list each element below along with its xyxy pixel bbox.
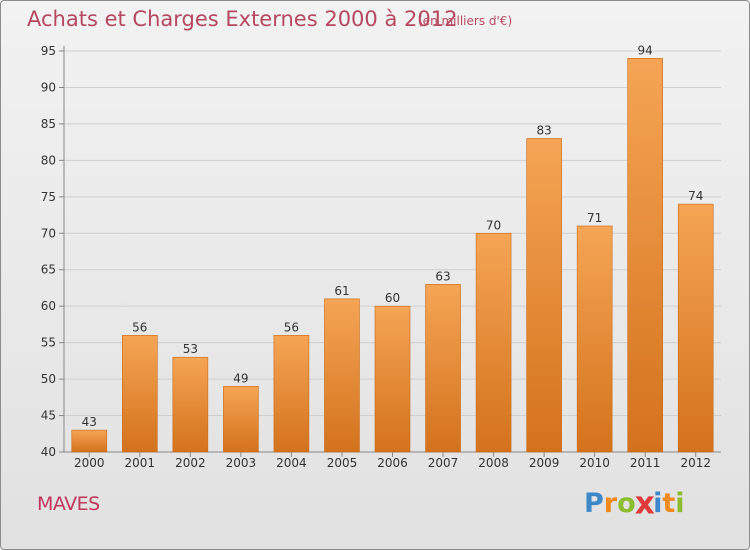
y-tick-label: 85 bbox=[41, 117, 56, 131]
x-tick-label: 2008 bbox=[478, 456, 509, 470]
bar bbox=[374, 305, 411, 453]
data-label: 74 bbox=[688, 189, 703, 203]
bar bbox=[475, 232, 512, 453]
data-label: 43 bbox=[82, 415, 97, 429]
labels: 40 45 50 55 60 65 70 75 80 85 90 95 2000 43 2001 56 2002… bbox=[41, 43, 711, 470]
x-tick-label: 2012 bbox=[680, 456, 711, 470]
x-tick-label: 2007 bbox=[428, 456, 459, 470]
logo-letter: r bbox=[603, 488, 618, 519]
bar bbox=[526, 138, 562, 453]
chart-title: Achats et Charges Externes 2000 à 2012 bbox=[27, 7, 458, 31]
x-tick-label: 2004 bbox=[276, 456, 307, 470]
x-tick-label: 2005 bbox=[327, 456, 358, 470]
region-name: MAVES bbox=[37, 493, 100, 515]
y-tick-label: 75 bbox=[41, 190, 56, 204]
x-tick-label: 2011 bbox=[630, 456, 661, 470]
y-tick-label: 45 bbox=[41, 409, 56, 423]
data-label: 60 bbox=[385, 291, 400, 305]
bar bbox=[223, 386, 259, 453]
bar bbox=[71, 429, 108, 453]
y-tick-label: 90 bbox=[41, 80, 56, 94]
bar bbox=[324, 298, 360, 453]
bar bbox=[677, 203, 714, 453]
y-tick-label: 40 bbox=[41, 445, 56, 459]
bar bbox=[576, 225, 613, 453]
y-tick-label: 55 bbox=[41, 336, 56, 350]
data-label: 53 bbox=[183, 342, 198, 356]
logo-letter: i bbox=[675, 488, 685, 519]
x-tick-label: 2010 bbox=[579, 456, 610, 470]
data-label: 83 bbox=[536, 123, 551, 137]
logo-letter: P bbox=[584, 488, 604, 519]
data-label: 70 bbox=[486, 218, 501, 232]
logo-letter: t bbox=[662, 488, 676, 519]
logo-letter: o bbox=[617, 488, 636, 519]
data-label: 61 bbox=[334, 284, 349, 298]
bar bbox=[627, 57, 663, 453]
logo-letter: x bbox=[634, 485, 655, 522]
x-tick-label: 2009 bbox=[529, 456, 560, 470]
x-tick-label: 2006 bbox=[377, 456, 408, 470]
chart-unit: (en milliers d'€) bbox=[418, 14, 513, 28]
data-label: 49 bbox=[233, 371, 248, 385]
x-tick-label: 2003 bbox=[226, 456, 257, 470]
y-tick-label: 50 bbox=[41, 372, 56, 386]
bar bbox=[425, 284, 461, 453]
logo-letter: i bbox=[653, 488, 663, 519]
bars bbox=[71, 57, 714, 453]
x-tick-label: 2000 bbox=[74, 456, 105, 470]
bar bbox=[273, 335, 310, 453]
bar bbox=[122, 335, 158, 453]
y-tick-label: 70 bbox=[41, 226, 56, 240]
data-label: 56 bbox=[132, 320, 147, 334]
y-tick-label: 95 bbox=[41, 44, 56, 58]
y-tick-label: 80 bbox=[41, 153, 56, 167]
data-label: 63 bbox=[435, 269, 450, 283]
data-label: 71 bbox=[587, 211, 602, 225]
y-tick-label: 65 bbox=[41, 263, 56, 277]
bar bbox=[172, 356, 209, 453]
x-tick-label: 2002 bbox=[175, 456, 206, 470]
x-tick-label: 2001 bbox=[125, 456, 156, 470]
y-tick-label: 60 bbox=[41, 299, 56, 313]
proxiti-logo[interactable]: Proxiti bbox=[584, 485, 685, 522]
data-label: 56 bbox=[284, 320, 299, 334]
data-label: 94 bbox=[638, 43, 653, 57]
